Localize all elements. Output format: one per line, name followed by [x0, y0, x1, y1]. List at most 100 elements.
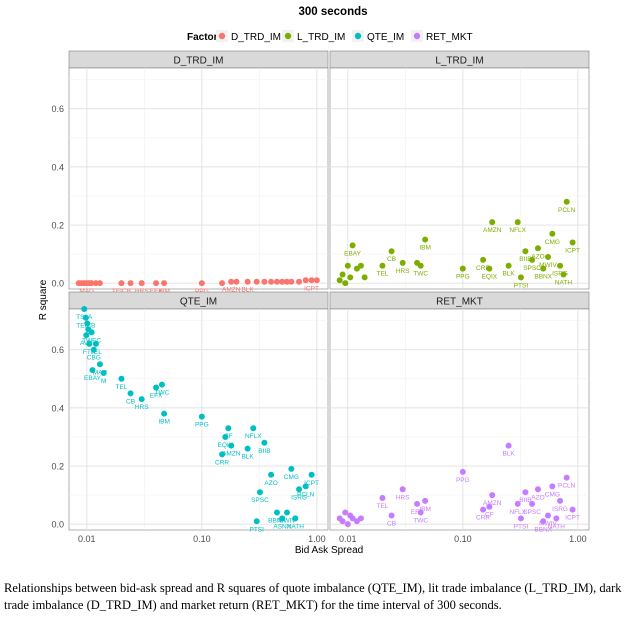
data-point	[544, 254, 551, 261]
panel-ret-mkt: RET_MKT 0.01 0.10 1.00 TEL CB HRS EFX TWC IBM PPG C…	[329, 291, 590, 544]
point-label: BBNX	[268, 518, 286, 525]
y-tick-label: 0.4	[51, 162, 64, 172]
data-point	[505, 262, 512, 269]
data-point	[514, 500, 521, 507]
data-point	[118, 375, 125, 382]
facet-strip-label: L_TRD_IM	[435, 56, 483, 67]
data-point	[563, 474, 570, 481]
point-label: CRR	[476, 265, 490, 272]
point-label: EQIX	[482, 274, 498, 281]
point-label: AMZN	[222, 451, 241, 458]
data-point	[222, 433, 229, 440]
point-label: EBAY	[84, 375, 102, 382]
data-point	[422, 236, 429, 243]
data-point	[553, 515, 560, 522]
point-label: SPSC	[251, 497, 269, 504]
point-label: CBG	[87, 355, 101, 362]
data-point	[349, 515, 356, 522]
panel-background	[68, 308, 329, 531]
point-label: BLK	[241, 454, 254, 461]
data-point	[233, 278, 240, 285]
data-point	[158, 381, 165, 388]
data-point	[534, 245, 541, 252]
faceted-scatter-chart: 300 seconds Factor D_TRD_IM L_TRD_IM QTE_I…	[38, 6, 590, 556]
y-tick-label: 0.0	[51, 279, 64, 289]
data-point	[489, 492, 496, 499]
legend-marker	[218, 32, 226, 40]
point-label: CRR	[476, 515, 490, 522]
point-label: EFX	[411, 509, 424, 516]
data-point	[292, 515, 299, 522]
point-label: ICPT	[565, 247, 580, 254]
data-point	[514, 219, 521, 226]
facet-strip-label: RET_MKT	[436, 297, 483, 308]
data-point	[486, 503, 493, 510]
point-label: ICPT	[304, 480, 319, 487]
data-point	[540, 265, 547, 272]
point-label: BIIB	[258, 448, 270, 455]
point-label: NFLX	[245, 433, 262, 440]
data-point	[273, 509, 280, 516]
x-tick-label: 0.10	[193, 534, 211, 544]
facet-strip-label: D_TRD_IM	[173, 56, 223, 67]
data-point	[127, 390, 134, 397]
point-label: CB	[387, 520, 396, 527]
point-label: HRS	[396, 494, 410, 501]
point-label: BIIB	[519, 497, 531, 504]
point-label: NATH	[548, 523, 566, 530]
data-point	[357, 262, 364, 269]
point-label: ICPT	[565, 515, 580, 522]
data-point	[313, 277, 320, 284]
data-point	[544, 512, 551, 519]
data-point	[379, 262, 386, 269]
point-label: TWC	[155, 390, 170, 397]
point-label: TEL	[90, 349, 102, 356]
x-tick-label: 0.01	[339, 534, 357, 544]
data-point	[261, 278, 268, 285]
point-label: AMZN	[483, 500, 502, 507]
y-tick-label: 0.6	[51, 104, 64, 114]
x-tick-label: 1.00	[569, 534, 587, 544]
point-label: MWIV	[539, 262, 557, 269]
data-point	[118, 280, 125, 287]
data-point	[92, 340, 99, 347]
point-label: IBM	[419, 245, 431, 252]
y-tick-label: 0.2	[51, 462, 64, 472]
point-label: MWIV	[539, 520, 557, 527]
data-point	[569, 506, 576, 513]
data-point	[161, 280, 168, 287]
data-point	[308, 471, 315, 478]
y-tick-label: 0.4	[51, 403, 64, 413]
point-label: AMZN	[222, 287, 241, 294]
x-tick-label: 0.01	[78, 534, 96, 544]
point-label: IBM	[419, 506, 431, 513]
point-label: BLK	[241, 287, 254, 294]
legend-label: D_TRD_IM	[231, 32, 281, 43]
point-label: MAR	[93, 369, 108, 376]
legend-label: QTE_IM	[367, 32, 404, 43]
point-label: TEICB	[112, 288, 131, 295]
data-point	[480, 506, 487, 513]
point-label: IBM	[158, 419, 170, 426]
panel-background	[329, 67, 590, 290]
point-label: TWC	[413, 271, 428, 278]
data-point	[540, 518, 547, 525]
point-label: CF	[224, 433, 233, 440]
data-point	[219, 280, 226, 287]
data-point	[302, 277, 309, 284]
point-label: PPG	[456, 274, 470, 281]
x-axis-label: Bid Ask Spread	[295, 545, 363, 556]
point-label: EQIX	[218, 442, 234, 449]
data-point	[342, 280, 349, 287]
y-tick-label: 0.2	[51, 221, 64, 231]
data-point	[344, 262, 351, 269]
data-point	[261, 439, 268, 446]
data-point	[486, 265, 493, 272]
legend-label: RET_MKT	[426, 32, 473, 43]
panel-background	[68, 67, 329, 290]
data-point	[489, 219, 496, 226]
point-label: AZO	[531, 494, 544, 501]
point-label: PTSI	[249, 526, 264, 533]
